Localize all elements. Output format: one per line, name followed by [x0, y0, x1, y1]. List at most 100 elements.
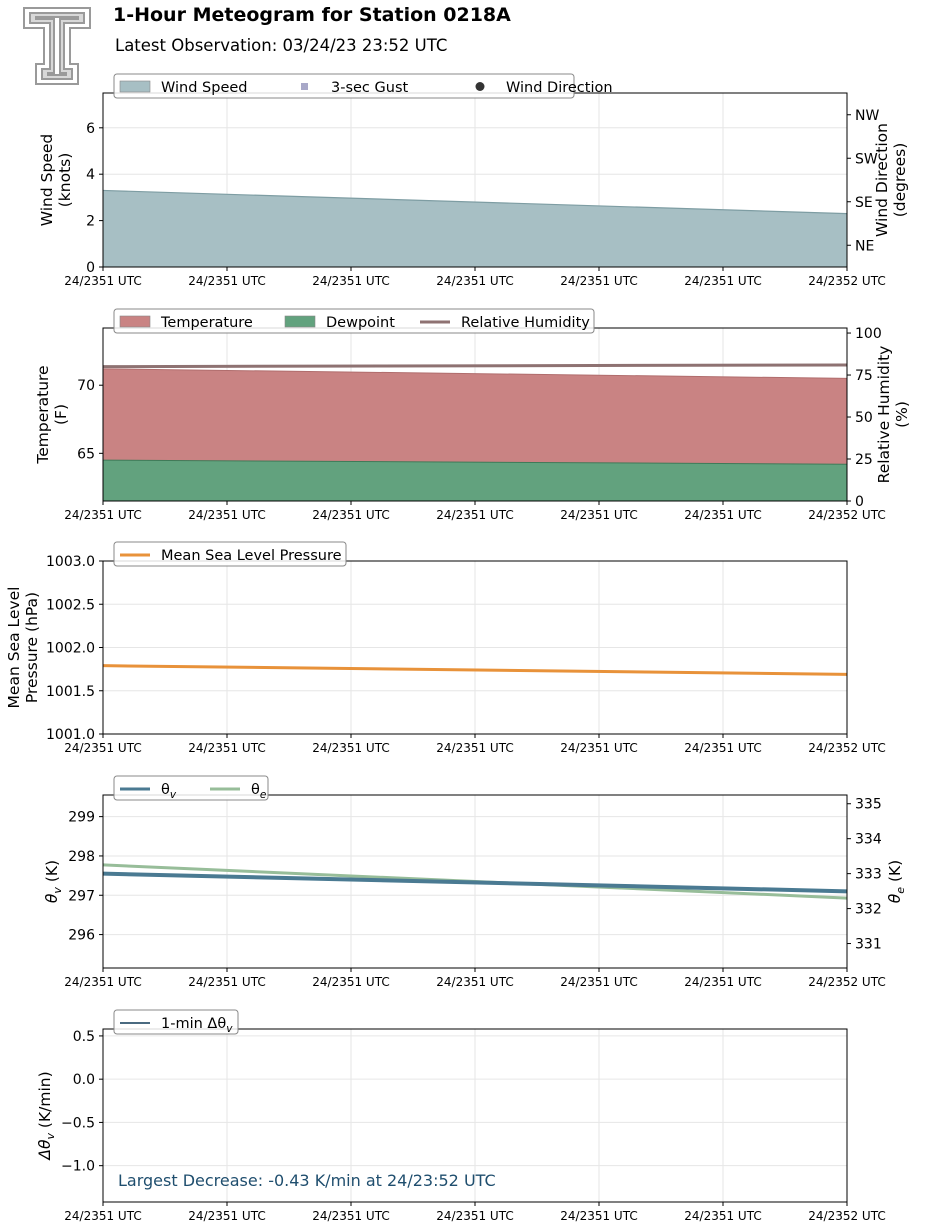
x-tick-label: 24/2352 UTC	[808, 975, 885, 989]
legend-box	[113, 73, 575, 99]
wind-speed-edge	[103, 189, 847, 215]
x-tick-label: 24/2351 UTC	[436, 975, 513, 989]
grid	[102, 795, 848, 968]
y-tick-label: 65	[77, 446, 95, 462]
y-tick-label: 70	[77, 378, 95, 394]
y2-tick-label: SW	[855, 151, 878, 167]
grid	[102, 560, 848, 735]
y2-tick-label: SE	[855, 195, 873, 211]
y2-tick-label: 334	[855, 832, 882, 848]
legend-entry: 3-sec Gust	[301, 80, 408, 96]
y2-tick-label: 75	[855, 368, 873, 384]
y-tick-label: −0.5	[61, 1115, 95, 1131]
y-axis-label: Temperature(F)	[34, 365, 70, 464]
x-tick-label: 24/2352 UTC	[808, 741, 885, 755]
x-tick-label: 24/2352 UTC	[808, 508, 885, 522]
x-tick-label: 24/2351 UTC	[436, 274, 513, 288]
y-axis-label: Δθv (K/min)	[36, 1071, 57, 1160]
y2-tick-label: NW	[855, 108, 879, 124]
chart-dtheta: 24/2351 UTC 24/2351 UTC 24/2351 UTC 24/2351…	[36, 1009, 886, 1223]
legend-label: Wind Direction	[506, 80, 613, 96]
x-tick-label: 24/2351 UTC	[560, 508, 637, 522]
legend-label: Temperature	[160, 315, 253, 331]
x-tick-label: 24/2351 UTC	[64, 975, 141, 989]
legend-swatch	[284, 315, 316, 328]
x-tick-label: 24/2351 UTC	[312, 975, 389, 989]
x-tick-label: 24/2351 UTC	[312, 741, 389, 755]
legend-label: θe	[251, 782, 266, 801]
x-tick-label: 24/2351 UTC	[312, 274, 389, 288]
x-tick-label: 24/2351 UTC	[188, 274, 265, 288]
dewpoint-edge	[103, 459, 847, 465]
page-title: 1-Hour Meteogram for Station 0218A	[113, 4, 511, 26]
y2-axis-label: Relative Humidity(%)	[875, 346, 911, 484]
y-tick-label: 1001.0	[46, 727, 95, 743]
y-tick-label: 1002.5	[46, 597, 95, 613]
x-tick-label: 24/2351 UTC	[560, 274, 637, 288]
x-tick-label: 24/2351 UTC	[312, 1209, 389, 1223]
x-tick-label: 24/2351 UTC	[64, 1209, 141, 1223]
plot-area	[103, 189, 847, 267]
y-tick-label: 6	[86, 121, 95, 137]
x-tick-label: 24/2352 UTC	[808, 1209, 885, 1223]
x-tick-label: 24/2351 UTC	[64, 274, 141, 288]
y2-axis-label: θe (K)	[886, 860, 907, 903]
x-tick-label: 24/2351 UTC	[64, 508, 141, 522]
legend-entry: θe	[210, 782, 266, 801]
legend-entry: 1-min Δθv	[120, 1016, 233, 1035]
legend-swatch	[119, 80, 151, 93]
y-axis-label: Wind Speed(knots)	[38, 134, 74, 226]
legend-label: Relative Humidity	[461, 315, 590, 331]
legend-entry: Temperature	[119, 315, 253, 331]
legend-entry: Dewpoint	[284, 315, 395, 331]
y-tick-label: 1003.0	[46, 554, 95, 570]
y-tick-label: 296	[68, 928, 95, 944]
y-tick-label: 298	[68, 849, 95, 865]
legend-entry: θv	[120, 782, 177, 801]
legend-box	[113, 541, 347, 567]
legend-label: θv	[161, 782, 177, 801]
chart-pressure: 24/2351 UTC 24/2351 UTC 24/2351 UTC 24/2351…	[5, 541, 886, 755]
theta-v-line	[103, 871, 847, 894]
legend-entry: Mean Sea Level Pressure	[120, 548, 342, 564]
x-tick-label: 24/2351 UTC	[684, 1209, 761, 1223]
x-tick-label: 24/2351 UTC	[684, 975, 761, 989]
legend: Wind Speed 3-sec Gust Wind Direction	[113, 73, 613, 99]
plot-area	[103, 664, 847, 676]
x-tick-label: 24/2352 UTC	[808, 274, 885, 288]
x-tick-label: 24/2351 UTC	[312, 508, 389, 522]
texas-tech-logo	[23, 7, 91, 85]
y-axis-label: Mean Sea LevelPressure (hPa)	[5, 587, 41, 709]
x-tick-label: 24/2351 UTC	[560, 1209, 637, 1223]
pressure-line	[103, 664, 847, 676]
y2-axis-label: Wind Direction(degrees)	[873, 123, 909, 237]
chart-theta: 24/2351 UTC 24/2351 UTC 24/2351 UTC 24/2351…	[43, 775, 907, 989]
y2-tick-label: 335	[855, 797, 882, 813]
legend-swatch	[301, 83, 308, 90]
chart-temp: 24/2351 UTC 24/2351 UTC 24/2351 UTC 24/2351…	[34, 308, 911, 522]
y2-tick-label: 50	[855, 410, 873, 426]
y2-tick-label: NE	[855, 238, 874, 254]
x-tick-label: 24/2351 UTC	[684, 274, 761, 288]
x-tick-label: 24/2351 UTC	[436, 508, 513, 522]
legend-swatch	[475, 82, 485, 91]
legend-box	[113, 775, 269, 801]
y-tick-label: 299	[68, 810, 95, 826]
chart-wind: 24/2351 UTC 24/2351 UTC 24/2351 UTC 24/2351…	[38, 73, 909, 288]
legend-swatch	[119, 315, 151, 328]
y2-tick-label: 0	[855, 494, 864, 510]
y2-tick-label: 331	[855, 937, 882, 953]
plot-area	[103, 863, 847, 900]
legend-label: Wind Speed	[161, 80, 248, 96]
legend-entry: Relative Humidity	[420, 315, 590, 331]
legend-box	[113, 308, 595, 334]
x-tick-label: 24/2351 UTC	[188, 1209, 265, 1223]
legend-label: Dewpoint	[326, 315, 395, 331]
y-tick-label: 297	[68, 888, 95, 904]
x-tick-label: 24/2351 UTC	[64, 741, 141, 755]
x-tick-label: 24/2351 UTC	[188, 975, 265, 989]
x-tick-label: 24/2351 UTC	[188, 741, 265, 755]
legend-box	[113, 1009, 239, 1035]
legend: Temperature Dewpoint Relative Humidity	[113, 308, 595, 334]
